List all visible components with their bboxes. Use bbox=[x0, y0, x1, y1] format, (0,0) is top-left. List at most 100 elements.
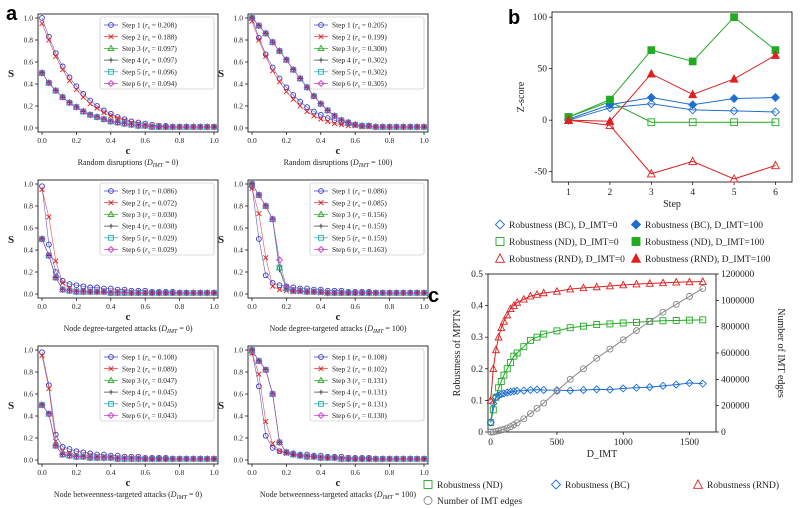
marker-diamond bbox=[148, 123, 156, 131]
legend-var: r bbox=[355, 32, 358, 41]
marker-plus bbox=[318, 57, 324, 63]
legend-value: = 0.188) bbox=[150, 32, 177, 41]
legend-sub: s bbox=[148, 26, 150, 31]
legend-var: r bbox=[145, 187, 148, 196]
marker-x bbox=[59, 280, 66, 286]
marker-circle bbox=[297, 98, 304, 105]
marker-circle bbox=[59, 443, 66, 450]
y-axis-label: Z-score bbox=[516, 81, 527, 112]
legend-entry: Number of IMT edges bbox=[437, 496, 522, 507]
marker-diamond bbox=[155, 123, 163, 131]
marker-triangle bbox=[552, 286, 562, 295]
legend-entry: Step 1 (rs = 0.108) bbox=[332, 353, 387, 364]
y2-tick-label: 600000 bbox=[721, 349, 750, 359]
marker-diamond bbox=[399, 289, 407, 297]
y-tick-label: 0.1 bbox=[471, 396, 483, 406]
x-tick-label: 0.6 bbox=[141, 302, 151, 311]
legend-step: Step 2 ( bbox=[332, 198, 356, 207]
y-tick-label: 0.5 bbox=[471, 270, 483, 280]
legend-step: Step 6 ( bbox=[332, 79, 356, 88]
legend-sub: s bbox=[358, 38, 360, 43]
legend-step: Step 1 ( bbox=[122, 187, 146, 196]
marker-circle bbox=[593, 354, 601, 362]
marker-diamond bbox=[141, 455, 149, 463]
marker-diamond bbox=[420, 455, 428, 463]
marker-square bbox=[647, 118, 656, 127]
y-tick-label: 0.6 bbox=[24, 224, 34, 233]
marker-circle bbox=[87, 97, 94, 104]
marker-diamond-fill bbox=[770, 92, 780, 103]
marker-x bbox=[290, 96, 296, 103]
legend-value: = 0.108) bbox=[360, 353, 387, 362]
marker-diamond bbox=[134, 455, 142, 463]
marker-square bbox=[730, 118, 738, 127]
marker-triangle bbox=[658, 278, 668, 287]
marker-diamond bbox=[289, 450, 297, 459]
marker-diamond bbox=[182, 123, 191, 131]
legend-entry: Step 2 (rs = 0.072) bbox=[122, 198, 177, 209]
legend-entry: Step 3 (rs = 0.131) bbox=[332, 376, 387, 387]
y-axis-label: Robustness of MPTN bbox=[452, 310, 463, 397]
subplot-a6: 0.0 0.2 0.4 0.6 0.8 1.0 0.0 0.2 0.4 0.6 0.8 1.0 ScNo… bbox=[218, 346, 429, 502]
marker-diamond bbox=[519, 386, 528, 395]
legend-step: Step 5 ( bbox=[122, 233, 146, 242]
marker-circle bbox=[513, 419, 521, 427]
legend-var: r bbox=[355, 222, 358, 231]
marker-x bbox=[87, 101, 93, 107]
x-tick-label: 0.8 bbox=[385, 136, 395, 145]
y-tick-label: 0.3 bbox=[471, 333, 483, 343]
x-tick-label: 0.0 bbox=[37, 468, 47, 477]
marker-x bbox=[269, 283, 276, 290]
series-line bbox=[568, 101, 776, 123]
panel-label-a: a bbox=[6, 3, 18, 25]
legend-entry: Step 5 (rs = 0.131) bbox=[332, 399, 387, 410]
marker-diamond bbox=[399, 455, 407, 463]
marker-circle bbox=[699, 285, 707, 292]
marker-triangle bbox=[672, 277, 681, 286]
caption-text: Node degree-targeted attacks ( bbox=[63, 324, 161, 333]
marker-x bbox=[304, 108, 310, 115]
x-tick-label: 0.4 bbox=[106, 468, 116, 477]
series-robustness-rnd- bbox=[486, 277, 707, 404]
subplot-a1: 0.0 0.2 0.4 0.6 0.8 1.0 0.0 0.2 0.4 0.6 0.8 1.0 ScRa… bbox=[8, 14, 219, 170]
x-tick-label: 1500 bbox=[680, 438, 699, 448]
y-tick-label: 0.8 bbox=[234, 36, 244, 45]
x-tick-label: 0.4 bbox=[106, 136, 116, 145]
legend-entry: Step 5 (rs = 0.045) bbox=[122, 399, 177, 410]
marker-diamond bbox=[658, 381, 668, 391]
y-tick-label: 0.4 bbox=[24, 412, 34, 421]
marker-triangle bbox=[729, 173, 739, 183]
marker-triangle bbox=[486, 395, 495, 404]
marker-x bbox=[276, 448, 283, 454]
marker-circle bbox=[262, 272, 269, 279]
legend-value: = 0.029) bbox=[150, 233, 177, 242]
y-tick-label: 1.0 bbox=[24, 14, 34, 23]
legend-sub: s bbox=[148, 204, 150, 209]
subplot-a4: 0.0 0.2 0.4 0.6 0.8 1.0 0.0 0.2 0.4 0.6 0.8 1.0 ScNo… bbox=[218, 180, 429, 336]
marker-x bbox=[46, 37, 52, 43]
marker-square bbox=[672, 317, 680, 324]
marker-x bbox=[108, 365, 114, 372]
marker-square bbox=[606, 320, 614, 328]
marker-triangle-fill bbox=[605, 116, 615, 125]
marker-diamond bbox=[100, 288, 108, 296]
marker-diamond bbox=[317, 411, 325, 420]
legend-sub: s bbox=[148, 38, 150, 43]
x-tick-label: 1.0 bbox=[209, 468, 219, 477]
legend-value: = 0.131) bbox=[360, 399, 387, 408]
legend-step: Step 4 ( bbox=[122, 388, 146, 397]
marker-diamond bbox=[619, 384, 628, 393]
legend-var: r bbox=[145, 44, 148, 53]
marker-diamond bbox=[406, 455, 414, 463]
marker-square bbox=[108, 68, 114, 75]
legend-var: r bbox=[355, 44, 358, 53]
legend-value: = 0.045) bbox=[150, 388, 177, 397]
marker-diamond bbox=[698, 379, 707, 388]
marker-diamond bbox=[310, 288, 318, 296]
x-axis-label: Step bbox=[663, 199, 681, 210]
marker-triangle bbox=[605, 281, 615, 290]
legend-var: r bbox=[355, 376, 358, 385]
legend-var: r bbox=[355, 399, 358, 408]
x-tick-label: 0.6 bbox=[351, 468, 361, 477]
